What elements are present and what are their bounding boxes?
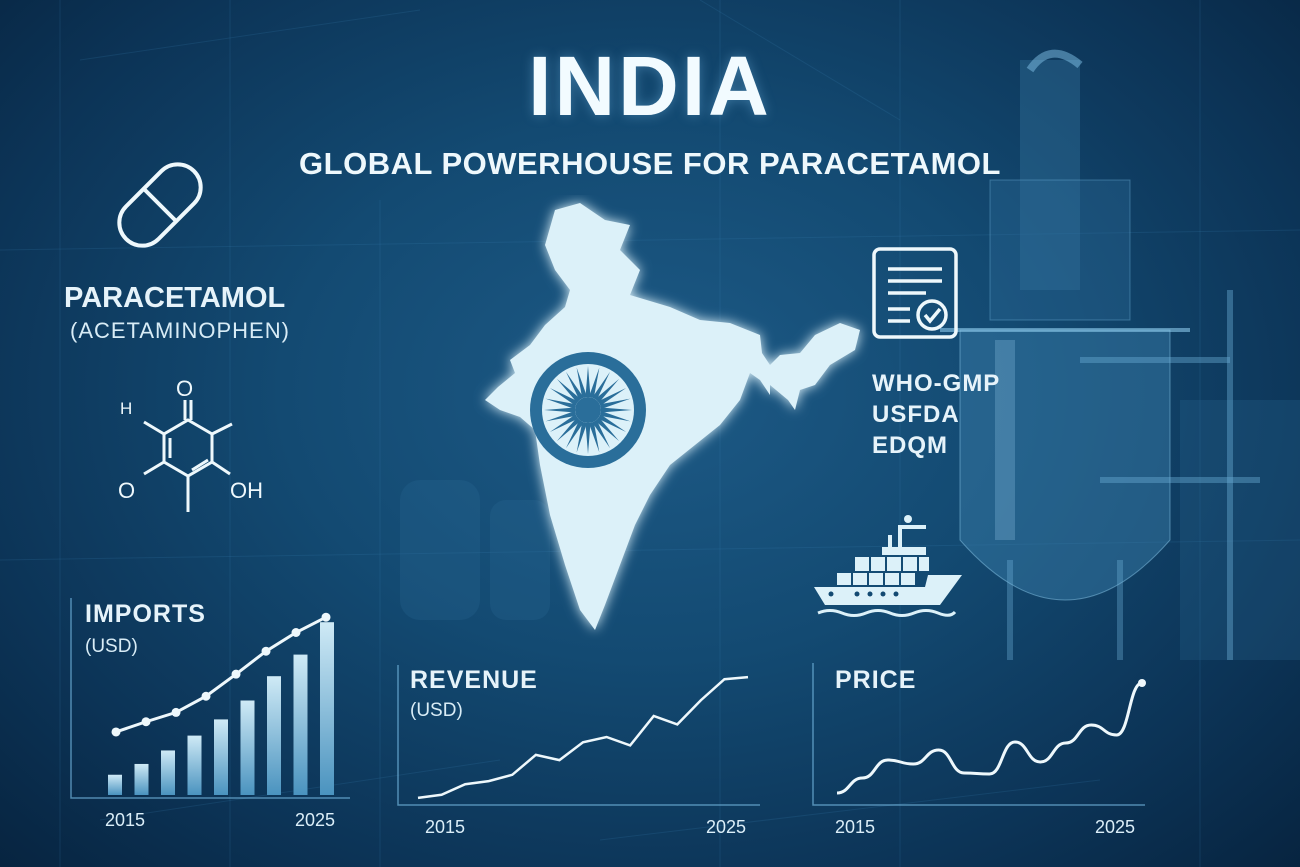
imports-bar bbox=[187, 735, 202, 795]
price-chart bbox=[812, 663, 1146, 806]
imports-bar bbox=[108, 774, 122, 795]
atom-label-o-top: O bbox=[176, 376, 193, 401]
ashoka-chakra-icon bbox=[530, 352, 646, 468]
imports-bar bbox=[267, 676, 281, 795]
atom-label-h: H bbox=[120, 399, 132, 418]
page-title: INDIA bbox=[528, 39, 772, 133]
cargo-ship-icon bbox=[814, 515, 962, 617]
price-chart-title: PRICE bbox=[835, 666, 917, 694]
imports-x-start: 2015 bbox=[105, 810, 146, 830]
atom-label-oh: OH bbox=[230, 478, 263, 503]
price-x-end: 2025 bbox=[1095, 817, 1136, 837]
imports-bar bbox=[134, 763, 149, 795]
revenue-chart bbox=[397, 665, 760, 806]
drug-alt-name: (ACETAMINOPHEN) bbox=[70, 318, 290, 343]
imports-x-end: 2025 bbox=[295, 810, 336, 830]
imports-bar bbox=[214, 719, 228, 795]
revenue-x-start: 2015 bbox=[425, 817, 466, 837]
revenue-x-end: 2025 bbox=[706, 817, 747, 837]
cert-who-gmp: WHO-GMP bbox=[872, 370, 1001, 397]
cert-usfda: USFDA bbox=[872, 401, 960, 428]
molecule-icon: H O O OH bbox=[118, 376, 263, 512]
atom-label-o-left: O bbox=[118, 478, 135, 503]
imports-chart-title: IMPORTS bbox=[85, 600, 206, 628]
revenue-chart-title: REVENUE bbox=[410, 666, 538, 694]
cert-edqm: EDQM bbox=[872, 432, 948, 459]
imports-bar bbox=[293, 654, 308, 795]
imports-chart-unit: (USD) bbox=[85, 636, 138, 657]
revenue-chart-unit: (USD) bbox=[410, 700, 463, 721]
certificate-icon bbox=[872, 247, 958, 339]
imports-bar bbox=[240, 700, 255, 795]
drug-name: PARACETAMOL bbox=[64, 282, 286, 314]
imports-bar bbox=[161, 750, 175, 795]
page-subtitle: GLOBAL POWERHOUSE FOR PARACETAMOL bbox=[299, 146, 1001, 181]
imports-bar bbox=[320, 622, 334, 795]
price-x-start: 2015 bbox=[835, 817, 876, 837]
reactor-vessel-image bbox=[940, 49, 1260, 660]
india-map bbox=[485, 203, 860, 630]
pill-icon bbox=[117, 162, 203, 248]
imports-chart bbox=[70, 598, 350, 799]
